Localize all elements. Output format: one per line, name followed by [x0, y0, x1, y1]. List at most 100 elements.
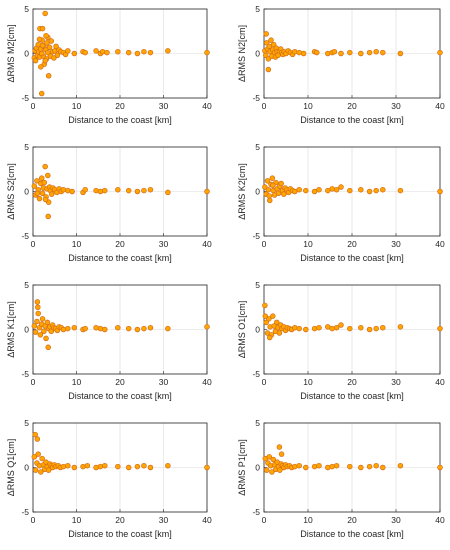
- data-point: [311, 325, 318, 332]
- data-point: [437, 325, 443, 332]
- x-tick-label: 0: [31, 377, 36, 387]
- x-axis-label: Distance to the coast [km]: [68, 529, 172, 539]
- data-point: [38, 469, 44, 475]
- data-point: [48, 191, 55, 197]
- data-point: [31, 183, 38, 189]
- data-point: [125, 49, 132, 56]
- data-point: [32, 467, 39, 473]
- x-tick-label: 40: [435, 515, 445, 525]
- x-tick-label: 40: [202, 377, 212, 387]
- data-point: [333, 324, 340, 331]
- data-point: [42, 196, 49, 203]
- data-point: [134, 188, 141, 195]
- x-tick-label: 30: [391, 515, 401, 525]
- data-point: [314, 49, 320, 56]
- data-point: [35, 304, 41, 311]
- data-point: [34, 299, 41, 305]
- data-point: [38, 175, 45, 181]
- data-point: [347, 187, 353, 194]
- data-point: [97, 463, 104, 470]
- data-point: [204, 49, 210, 56]
- data-point: [316, 186, 322, 193]
- data-point: [31, 454, 38, 460]
- data-point: [125, 464, 132, 471]
- data-point: [292, 463, 298, 470]
- data-point: [266, 334, 273, 341]
- y-tick-label: 0: [24, 325, 29, 335]
- data-point: [93, 187, 99, 194]
- data-point: [296, 325, 302, 332]
- data-point: [60, 326, 67, 333]
- x-axis-label: Distance to the coast [km]: [68, 253, 172, 263]
- data-point: [329, 463, 335, 470]
- data-point: [80, 463, 86, 470]
- data-point: [102, 187, 108, 194]
- data-point: [274, 319, 280, 326]
- data-point: [147, 186, 154, 193]
- y-tick-label: 5: [24, 142, 29, 152]
- x-tick-label: 30: [391, 101, 401, 111]
- data-point: [270, 182, 276, 189]
- y-tick-label: -5: [252, 507, 260, 517]
- data-point: [41, 328, 47, 335]
- x-tick-label: 30: [159, 515, 169, 525]
- data-point: [358, 324, 364, 331]
- data-point: [338, 184, 344, 190]
- x-tick-label: 20: [115, 515, 125, 525]
- x-tick-label: 10: [303, 101, 313, 111]
- data-point: [134, 463, 141, 470]
- x-axis-label: Distance to the coast [km]: [68, 391, 172, 401]
- data-point: [380, 186, 386, 193]
- data-point: [93, 324, 99, 331]
- data-point: [147, 49, 154, 56]
- y-tick-label: 0: [24, 49, 29, 59]
- data-point: [34, 178, 40, 184]
- data-point: [296, 186, 302, 193]
- data-point: [125, 325, 132, 332]
- x-tick-label: 40: [435, 377, 445, 387]
- data-point: [263, 40, 270, 46]
- y-tick-label: -5: [252, 369, 260, 379]
- data-point: [373, 48, 379, 55]
- x-tick-label: 0: [262, 515, 267, 525]
- y-tick-label: -5: [21, 93, 29, 103]
- x-tick-label: 30: [159, 239, 169, 249]
- data-point: [32, 431, 38, 438]
- data-point: [366, 188, 373, 195]
- data-point: [36, 195, 43, 202]
- y-tick-label: 5: [255, 280, 260, 290]
- data-point: [39, 455, 45, 462]
- data-point: [331, 48, 338, 55]
- data-point: [300, 50, 307, 57]
- data-point: [311, 463, 318, 470]
- y-tick-label: 0: [24, 187, 29, 197]
- data-point: [292, 48, 298, 55]
- data-point: [397, 50, 404, 57]
- data-point: [329, 186, 335, 192]
- data-point: [65, 48, 71, 54]
- data-point: [325, 464, 331, 471]
- data-point: [71, 50, 78, 57]
- data-point: [303, 187, 309, 194]
- data-point: [366, 49, 373, 56]
- data-point: [82, 49, 88, 56]
- data-point: [380, 324, 386, 331]
- y-axis-label: ΔRMS O1[cm]: [237, 301, 247, 359]
- data-point: [69, 188, 75, 195]
- data-point: [264, 178, 271, 184]
- data-point: [134, 326, 141, 333]
- data-point: [45, 172, 51, 179]
- x-tick-label: 40: [435, 101, 445, 111]
- y-tick-label: -5: [21, 231, 29, 241]
- data-point: [71, 324, 78, 331]
- data-point: [82, 325, 88, 332]
- data-point: [165, 48, 171, 54]
- data-point: [269, 469, 275, 475]
- x-tick-label: 10: [72, 239, 82, 249]
- data-point: [147, 324, 154, 331]
- data-point: [268, 37, 274, 43]
- data-point: [104, 49, 110, 56]
